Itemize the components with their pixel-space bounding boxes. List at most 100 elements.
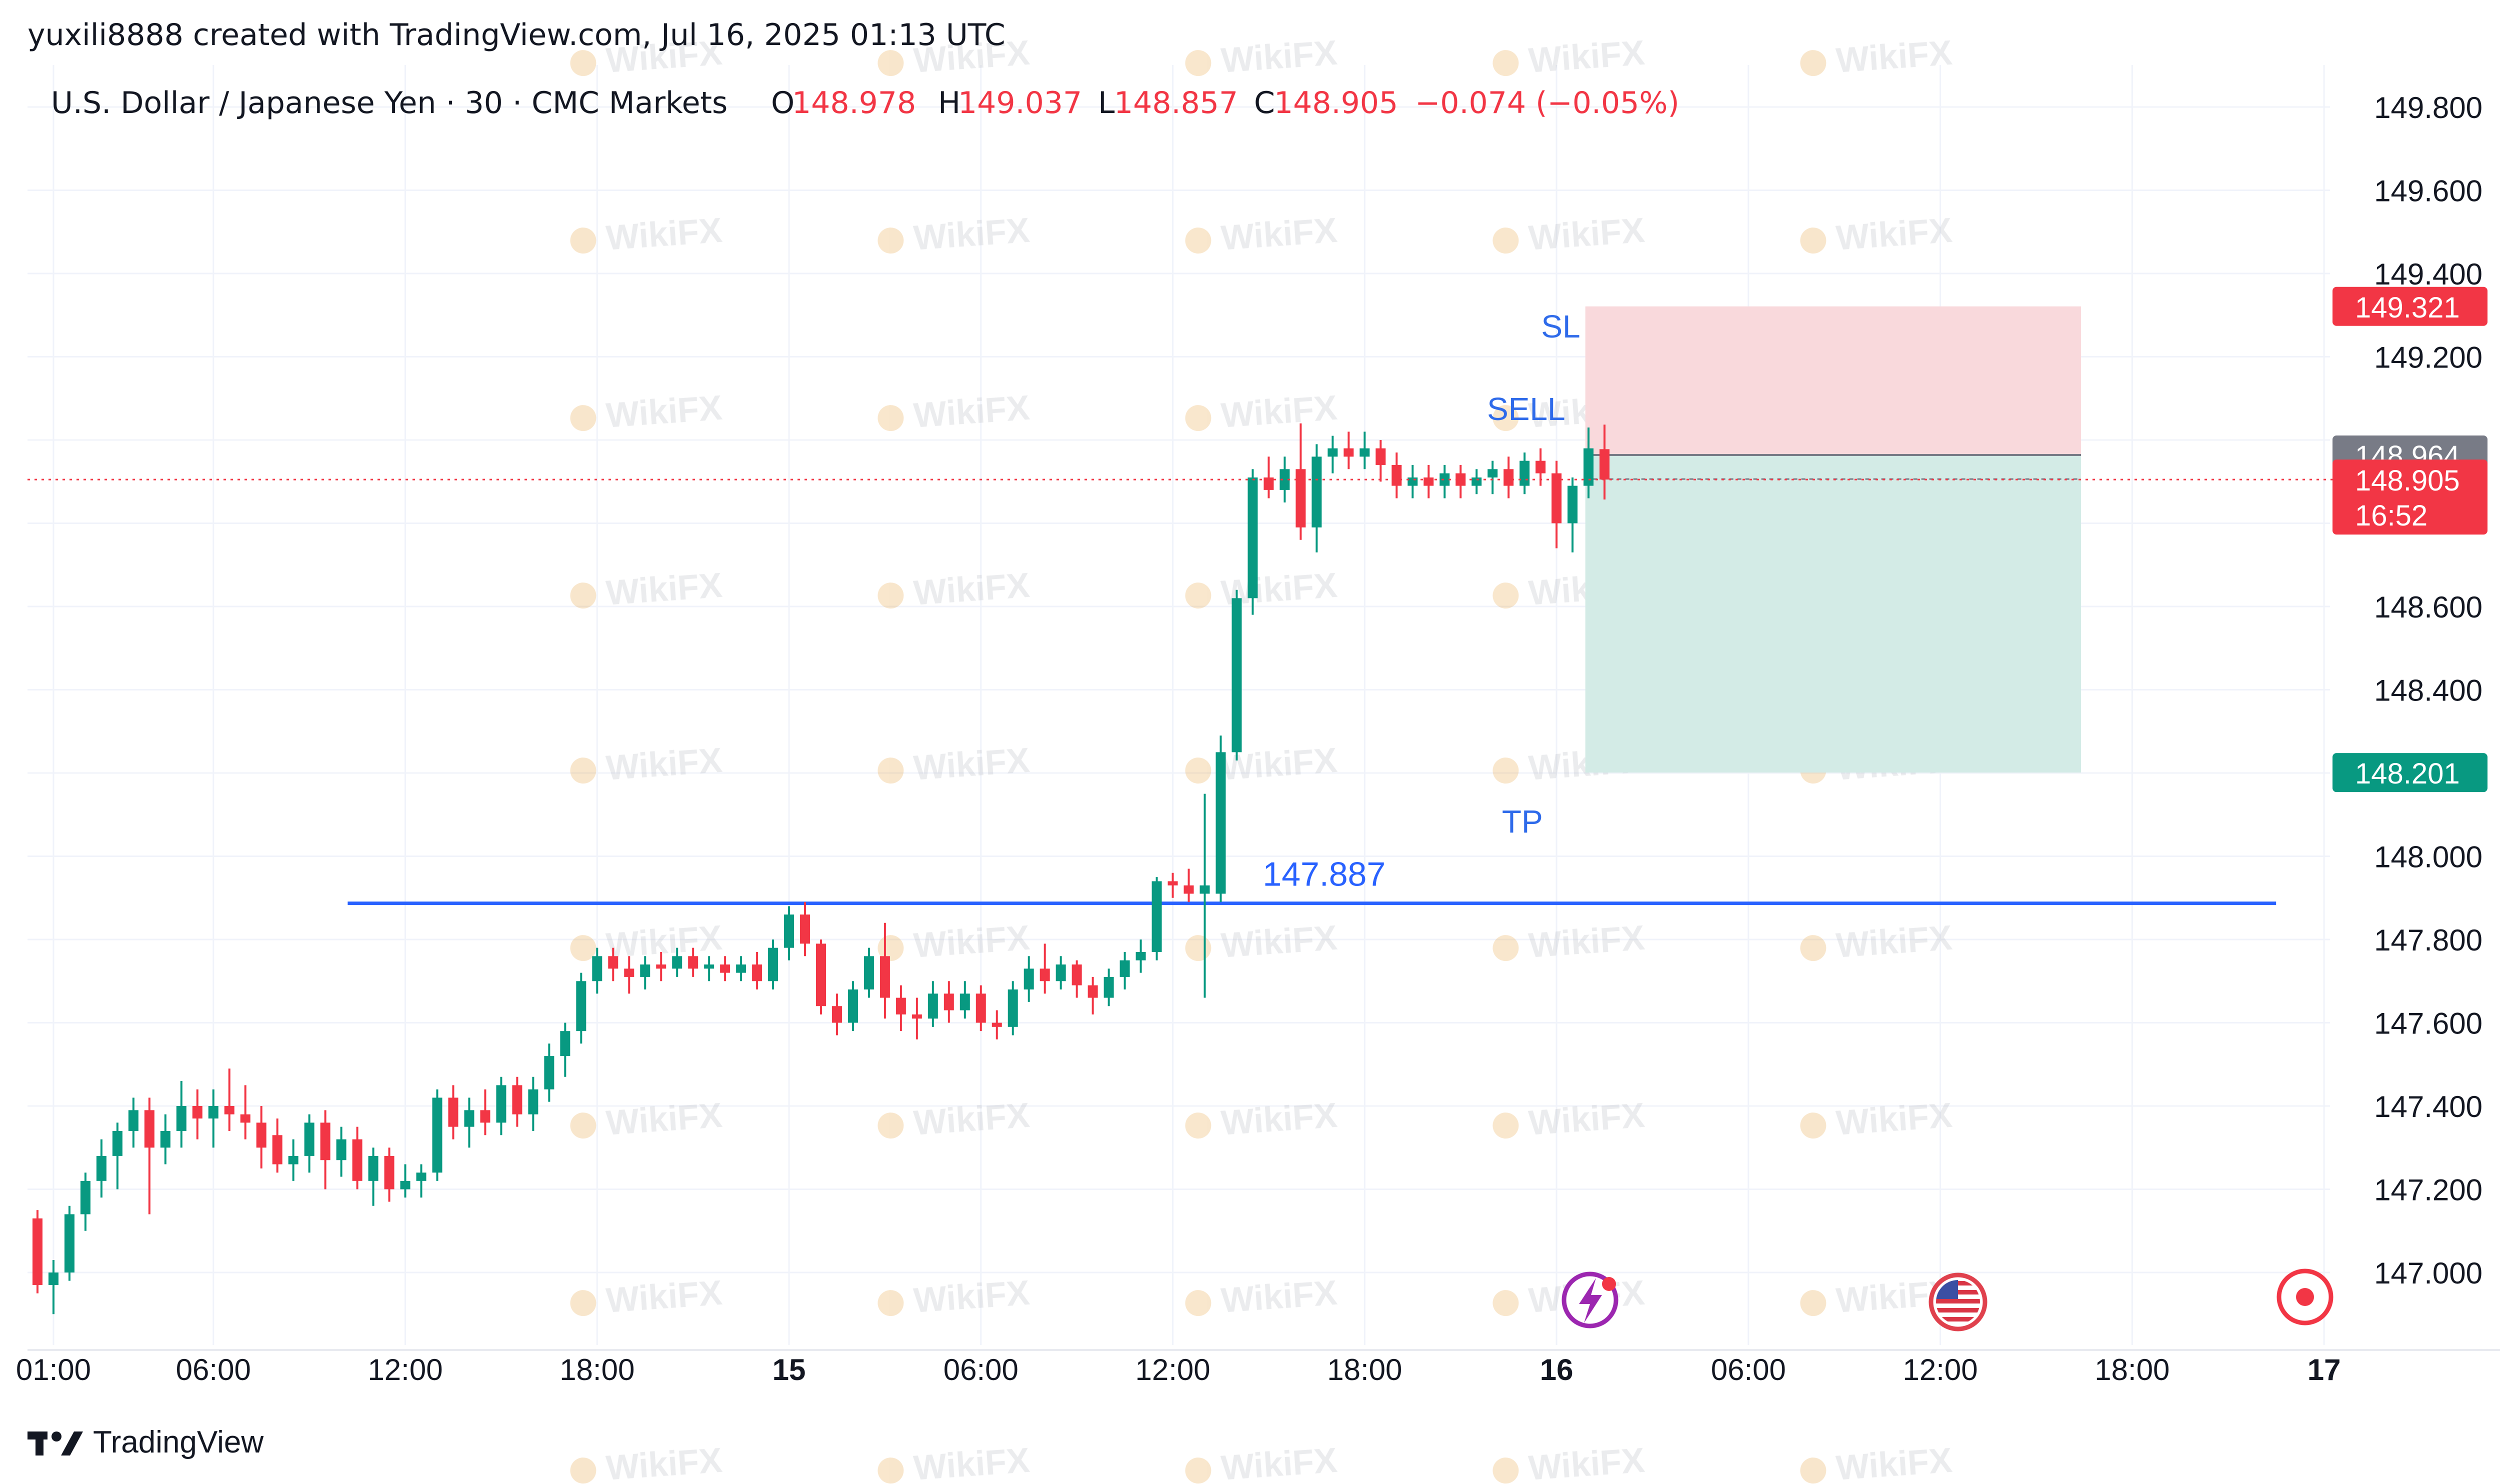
candle (1440, 464, 1450, 498)
record-event-icon[interactable] (2276, 1268, 2334, 1326)
candle-body (1520, 460, 1530, 486)
candle (704, 956, 714, 982)
wikifx-logo-icon (878, 228, 904, 254)
time-tick-label: 12:00 (1135, 1353, 1210, 1386)
candle (912, 998, 922, 1040)
candle (384, 1148, 394, 1202)
candle-body (400, 1180, 410, 1190)
wikifx-watermark: WikiFX (878, 918, 1031, 965)
candle-body (144, 1110, 154, 1148)
wikifx-logo-icon (1800, 50, 1826, 76)
candle-body (416, 1172, 426, 1181)
candle (1504, 456, 1514, 498)
candle-body (1168, 881, 1178, 886)
take-profit-zone[interactable] (1585, 454, 2082, 773)
candle-body (1440, 473, 1450, 486)
wikifx-text: WikiFX (1834, 1096, 1954, 1142)
candle (512, 1076, 522, 1127)
time-tick-label: 18:00 (1327, 1353, 1402, 1386)
wikifx-logo-icon (878, 50, 904, 76)
candle (864, 948, 874, 998)
short-position-tool[interactable] (1585, 306, 2082, 773)
lightning-event-icon[interactable] (1562, 1272, 1618, 1328)
candle-body (32, 1218, 42, 1285)
wikifx-watermark: WikiFX (570, 388, 724, 435)
wikifx-watermark: WikiFX (570, 33, 724, 80)
candle (336, 1126, 346, 1177)
wikifx-text: WikiFX (1220, 1273, 1338, 1320)
wikifx-watermark: WikiFX (570, 1096, 724, 1142)
price-tag-bg (2332, 286, 2488, 326)
candle-body (1488, 469, 1498, 478)
candle-body (848, 989, 858, 1023)
candle-body (1152, 881, 1162, 952)
candle (32, 1210, 42, 1294)
wikifx-logo-icon (1185, 228, 1212, 254)
candle (480, 1089, 490, 1136)
wikifx-watermark: WikiFX (878, 566, 1031, 612)
candle (448, 1085, 458, 1140)
price-tick-label: 149.400 (2374, 258, 2482, 291)
candle (416, 1164, 426, 1198)
price-axis[interactable]: 149.800 149.600 149.400 149.200 148.600 148.4… (2374, 91, 2482, 1290)
wikifx-logo-icon (570, 1112, 596, 1139)
candle (848, 981, 858, 1032)
candle (1488, 460, 1498, 494)
wikifx-watermark: WikiFX (1185, 740, 1338, 788)
time-tick-label: 01:00 (16, 1353, 91, 1386)
wikifx-logo-icon (570, 582, 596, 609)
wikifx-logo-icon (570, 758, 596, 784)
candle (240, 1085, 250, 1140)
created-by-text: yuxili8888 created with TradingView.com,… (28, 18, 1006, 52)
wikifx-text: WikiFX (1834, 1440, 1954, 1484)
candle-body (1232, 598, 1242, 752)
price-tick-label: 147.400 (2374, 1090, 2482, 1124)
candle-body (1120, 960, 1130, 977)
ohlc-c-value: 148.905 (1274, 86, 1398, 120)
wikifx-watermark: WikiFX (878, 210, 1031, 258)
wikifx-watermark: WikiFX (1185, 1273, 1338, 1320)
wikifx-text: WikiFX (604, 1096, 724, 1142)
candle-body (304, 1122, 314, 1156)
price-tag-sl: 149.321 (2332, 286, 2488, 326)
candle (800, 902, 810, 956)
candle (1120, 952, 1130, 990)
candle (1200, 794, 1210, 998)
time-axis[interactable]: 01:00 06:00 12:00 18:00 15 06:00 12:00 18:00 16 0… (16, 1353, 2341, 1386)
us-flag-event-icon[interactable] (1928, 1272, 1988, 1332)
stop-loss-zone[interactable] (1585, 306, 2082, 455)
candle-body (208, 1106, 218, 1118)
wikifx-text: WikiFX (1220, 918, 1338, 965)
wikifx-logo-icon (878, 405, 904, 432)
wikifx-watermark: WikiFX (570, 1273, 724, 1320)
candle-body (704, 964, 714, 969)
symbol-title: U.S. Dollar / Japanese Yen · 30 · CMC Ma… (51, 86, 728, 120)
wikifx-logo-icon (570, 405, 596, 432)
wikifx-watermark: WikiFX (570, 918, 724, 965)
wikifx-logo-icon (1185, 1458, 1212, 1484)
price-tag-bg (2332, 753, 2488, 792)
candle-body (592, 956, 602, 982)
candle (1088, 976, 1098, 1014)
candle-body (976, 994, 986, 1023)
wikifx-logo-icon (1800, 935, 1826, 962)
wikifx-text: WikiFX (604, 1440, 724, 1484)
price-tick-label: 148.000 (2374, 840, 2482, 874)
candle (1408, 464, 1418, 498)
candle-body (1584, 448, 1594, 486)
wikifx-logo-icon (878, 1290, 904, 1316)
candle (576, 972, 586, 1044)
candle (1280, 456, 1290, 502)
sl-label: SL (1541, 308, 1580, 344)
candle (368, 1148, 378, 1206)
candle (1216, 736, 1226, 902)
ohlc-l-value: 148.857 (1114, 86, 1238, 120)
time-tick-label: 12:00 (368, 1353, 442, 1386)
wikifx-watermark: WikiFX (1185, 210, 1338, 258)
wikifx-logo-icon (1492, 1290, 1519, 1316)
wikifx-text: WikiFX (1834, 210, 1954, 258)
tradingview-logo[interactable]: TradingView (28, 1425, 264, 1460)
candle (208, 1089, 218, 1148)
